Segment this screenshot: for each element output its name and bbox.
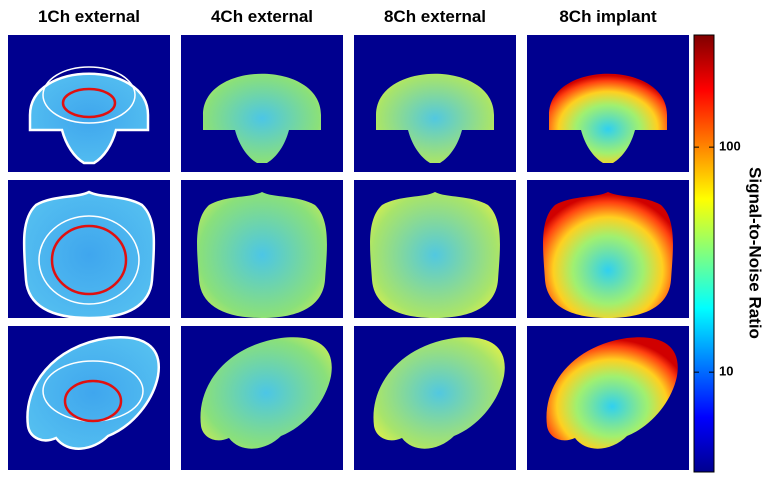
mri-panel <box>181 180 343 318</box>
colorbar-tick-label: 10 <box>719 364 733 379</box>
mri-panel <box>354 180 516 318</box>
colorbar <box>694 35 714 472</box>
panel-grid <box>8 35 689 470</box>
column-title: 8Ch implant <box>559 7 657 26</box>
brain-map <box>24 192 154 318</box>
mri-panel <box>8 180 170 318</box>
colorbar-tick-label: 100 <box>719 139 741 154</box>
column-title: 4Ch external <box>211 7 313 26</box>
column-title: 8Ch external <box>384 7 486 26</box>
column-titles: 1Ch external 4Ch external 8Ch external 8… <box>38 7 657 26</box>
figure: 1Ch external 4Ch external 8Ch external 8… <box>0 0 773 489</box>
mri-panel <box>527 35 689 172</box>
brain-map <box>370 192 500 318</box>
column-title: 1Ch external <box>38 7 140 26</box>
colorbar-label: Signal-to-Noise Ratio <box>746 167 765 339</box>
mri-panel <box>181 326 343 470</box>
mri-panel <box>354 326 516 470</box>
mri-panel <box>8 326 170 470</box>
mri-panel <box>527 180 689 318</box>
mri-panel <box>181 35 343 172</box>
mri-panel <box>8 35 170 172</box>
mri-panel <box>354 35 516 172</box>
mri-panel <box>527 326 689 470</box>
brain-map <box>197 192 327 318</box>
brain-map <box>543 192 673 318</box>
